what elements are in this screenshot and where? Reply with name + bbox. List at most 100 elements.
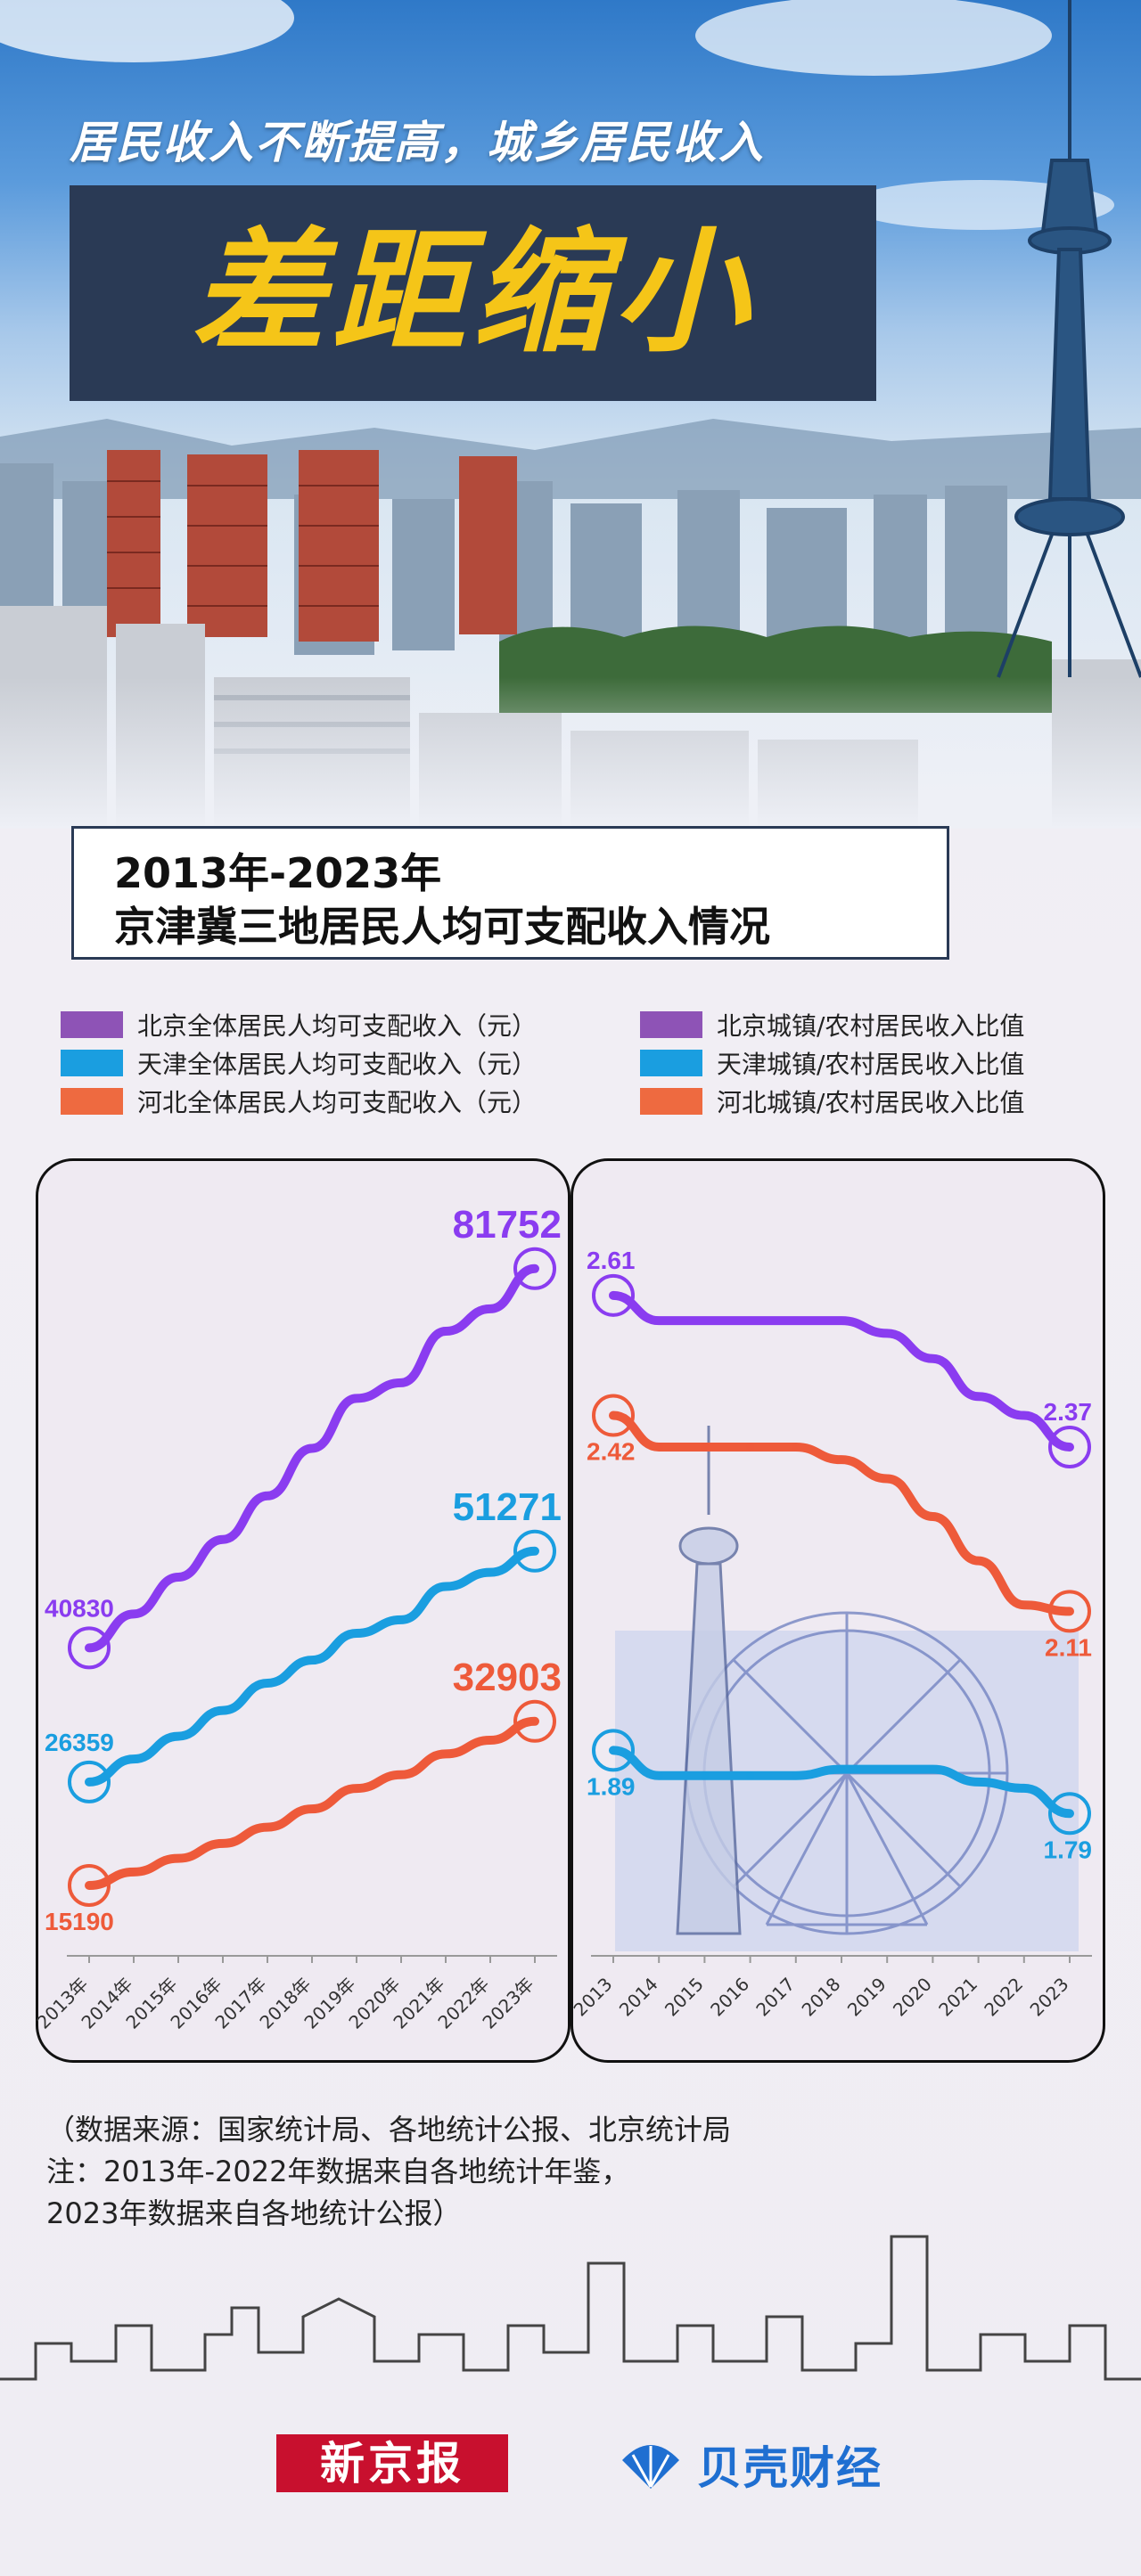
income-point-hebei (441, 1749, 450, 1758)
ratio-chart-panel (570, 1158, 1105, 2063)
legend-swatch (61, 1088, 123, 1115)
ratio-point-beijing (792, 1316, 800, 1325)
ratio-point-beijing (592, 1273, 635, 1317)
ratio-point-tianjin (792, 1771, 800, 1780)
legend-item-tianjin-ratio: 天津城镇/农村居民收入比值 (640, 1047, 1024, 1079)
income-point-beijing (129, 1609, 138, 1618)
legend-label: 天津全体居民人均可支配收入（元） (137, 1050, 538, 1079)
footnote-note-1: 注：2013年-2022年数据来自各地统计年鉴， (46, 2155, 630, 2188)
legend-item-tianjin-income: 天津全体居民人均可支配收入（元） (61, 1047, 537, 1079)
income-point-tianjin (174, 1732, 183, 1741)
income-point-tianjin (486, 1568, 495, 1577)
ratio-end-label-tianjin: 1.79 (1044, 1836, 1093, 1863)
income-end-label-hebei: 32903 (453, 1656, 562, 1699)
income-point-hebei (513, 1699, 556, 1743)
ratio-point-hebei (746, 1443, 755, 1452)
ratio-point-hebei (837, 1455, 846, 1464)
ratio-point-beijing (746, 1316, 755, 1325)
income-point-tianjin (68, 1760, 111, 1803)
legend-swatch (640, 1088, 702, 1115)
legend-swatch (61, 1011, 123, 1038)
income-point-tianjin (397, 1615, 406, 1624)
income-point-hebei (352, 1784, 361, 1793)
legend-item-hebei-ratio: 河北城镇/农村居民收入比值 (640, 1085, 1024, 1117)
section-title-box: 2013年-2023年 京津冀三地居民人均可支配收入情况 (71, 826, 949, 960)
legend-swatch (61, 1050, 123, 1076)
ratio-point-hebei (882, 1474, 891, 1483)
ratio-point-beijing (654, 1316, 663, 1325)
income-point-hebei (218, 1839, 227, 1848)
income-point-tianjin (129, 1754, 138, 1763)
income-end-label-beijing: 81752 (453, 1203, 562, 1247)
income-point-beijing (218, 1535, 227, 1544)
income-start-label-hebei: 15190 (45, 1908, 114, 1935)
income-point-tianjin (352, 1629, 361, 1638)
ratio-point-hebei (928, 1512, 937, 1521)
ratio-point-beijing (882, 1329, 891, 1337)
ratio-x-tick-label: 2020 (889, 1974, 936, 2021)
legend-label: 河北城镇/农村居民收入比值 (717, 1088, 1025, 1117)
ratio-start-label-beijing: 2.61 (587, 1247, 636, 1274)
ratio-point-tianjin (928, 1765, 937, 1774)
section-title-subject: 京津冀三地居民人均可支配收入情况 (114, 903, 770, 951)
ratio-x-tick-label: 2014 (615, 1974, 662, 2021)
ratio-point-tianjin (700, 1771, 709, 1780)
income-point-beijing (441, 1327, 450, 1336)
hero-banner: 居民收入不断提高，城乡居民收入 差距缩小 (0, 0, 1141, 829)
income-point-tianjin (441, 1582, 450, 1591)
ratio-point-tianjin (592, 1729, 635, 1772)
legend-item-hebei-income: 河北全体居民人均可支配收入（元） (61, 1085, 537, 1117)
legend-item-beijing-ratio: 北京城镇/农村居民收入比值 (640, 1009, 1024, 1041)
income-point-hebei (486, 1736, 495, 1745)
income-point-hebei (68, 1864, 111, 1908)
ratio-x-tick-label: 2016 (706, 1974, 753, 2021)
income-series-line-tianjin (85, 1546, 539, 1787)
income-point-beijing (308, 1443, 316, 1452)
legend-label: 河北全体居民人均可支配收入（元） (137, 1088, 538, 1117)
footnote-source: （数据来源：国家统计局、各地统计公报、北京统计局 (46, 2113, 732, 2147)
big-title: 差距缩小 (191, 216, 755, 371)
income-point-beijing (174, 1573, 183, 1582)
legend-item-beijing-income: 北京全体居民人均可支配收入（元） (61, 1009, 537, 1041)
ratio-x-tick-label: 2022 (980, 1974, 1027, 2021)
ratio-x-tick-label: 2023 (1026, 1974, 1073, 2021)
headline: 居民收入不断提高，城乡居民收入 (70, 117, 765, 168)
income-point-beijing (68, 1626, 111, 1670)
ratio-series-line-beijing (609, 1290, 1074, 1452)
ratio-end-label-beijing: 2.37 (1044, 1398, 1093, 1426)
ratio-x-tick-label: 2018 (798, 1974, 845, 2021)
income-point-tianjin (308, 1656, 316, 1664)
big-title-box: 差距缩小 (70, 185, 876, 401)
ratio-point-tianjin (837, 1765, 846, 1774)
ratio-point-hebei (654, 1443, 663, 1452)
section-title-years: 2013年-2023年 (114, 849, 442, 897)
ratio-point-tianjin (654, 1771, 663, 1780)
footnote-note-2: 2023年数据来自各地统计公报） (46, 2196, 462, 2230)
skyline-outline (0, 2235, 1141, 2381)
income-end-label-tianjin: 51271 (453, 1485, 562, 1529)
ratio-x-tick-label: 2013 (570, 1974, 617, 2021)
income-point-hebei (174, 1854, 183, 1863)
beike-logo: 贝壳财经 (615, 2431, 882, 2498)
income-start-label-beijing: 40830 (45, 1594, 114, 1622)
ratio-point-beijing (837, 1316, 846, 1325)
ratio-point-hebei (792, 1443, 800, 1452)
legend-swatch (640, 1050, 702, 1076)
income-point-hebei (263, 1823, 272, 1832)
ratio-point-tianjin (746, 1771, 755, 1780)
ratio-point-beijing (1020, 1411, 1029, 1420)
income-point-hebei (129, 1868, 138, 1877)
ratio-point-hebei (1020, 1600, 1029, 1609)
ratio-point-beijing (1048, 1426, 1091, 1468)
legend-swatch (640, 1011, 702, 1038)
legend-label: 北京城镇/农村居民收入比值 (717, 1011, 1025, 1041)
ratio-point-beijing (928, 1354, 937, 1363)
income-series-line-hebei (85, 1716, 539, 1891)
ratio-point-beijing (700, 1316, 709, 1325)
income-point-beijing (263, 1492, 272, 1501)
ratio-start-label-tianjin: 1.89 (587, 1772, 636, 1800)
income-point-hebei (308, 1804, 316, 1813)
ratio-series-line-tianjin (609, 1746, 1074, 1819)
ratio-x-tick-label: 2017 (751, 1974, 799, 2021)
ratio-point-hebei (592, 1394, 635, 1437)
